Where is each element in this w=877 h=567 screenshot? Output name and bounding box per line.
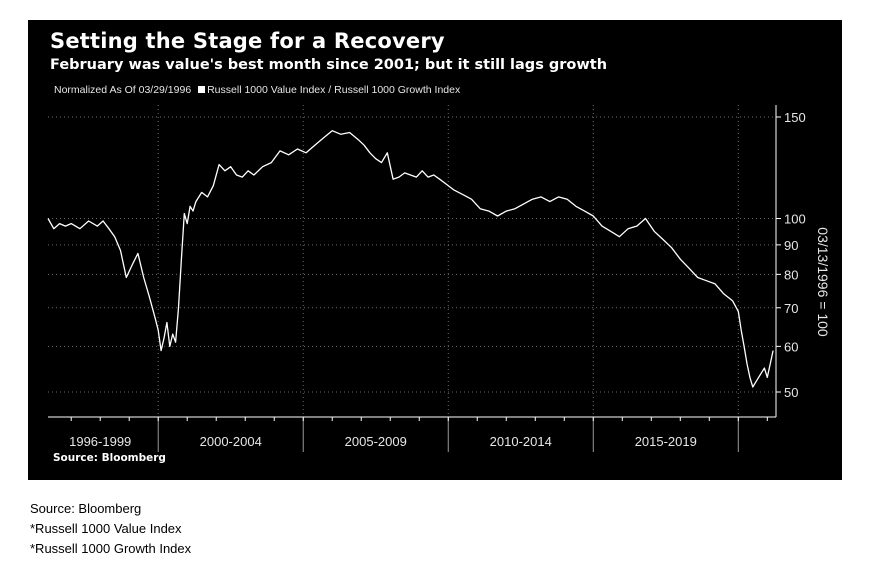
gridlines <box>48 116 776 393</box>
note-value-index: *Russell 1000 Value Index <box>30 521 182 536</box>
series-layer <box>47 130 774 388</box>
note-source: Source: Bloomberg <box>30 501 142 516</box>
y-tick-label-60: 60 <box>784 339 798 354</box>
x-period-label: 2010-2014 <box>490 434 552 449</box>
y-tick-label-80: 80 <box>784 267 798 282</box>
chart-panel: 150 100 90 80 70 60 50 1996-1999 2000-2004 2005-… <box>28 20 842 480</box>
x-period-label: 2000-2004 <box>200 434 262 449</box>
y-tick-label-50: 50 <box>784 385 798 400</box>
chart-plot: 150 100 90 80 70 60 50 1996-1999 2000-2004 2005-… <box>47 105 806 452</box>
chart-subtitle: February was value's best month since 20… <box>50 57 608 73</box>
y-tick-label-70: 70 <box>784 301 798 316</box>
note-growth-index: *Russell 1000 Growth Index <box>30 541 192 556</box>
legend: Normalized As Of 03/29/1996 Russell 1000… <box>54 84 460 96</box>
chart-source: Source: Bloomberg <box>53 452 166 464</box>
y-axis-title: 03/13/1996 = 100 <box>815 227 831 337</box>
period-dividers <box>157 105 739 452</box>
legend-swatch <box>198 86 206 93</box>
legend-series-name: Russell 1000 Value Index / Russell 1000 … <box>207 84 461 96</box>
y-tick-label-150: 150 <box>784 110 806 125</box>
y-tick-label-100: 100 <box>784 211 806 226</box>
y-ticks: 150 100 90 80 70 60 50 <box>776 110 806 400</box>
axes <box>48 105 777 418</box>
x-period-label: 1996-1999 <box>69 434 131 449</box>
x-period-label: 2015-2019 <box>635 434 697 449</box>
notes: Source: Bloomberg *Russell 1000 Value In… <box>30 499 191 559</box>
x-period-labels: 1996-1999 2000-2004 2005-2009 2010-2014 2015… <box>69 434 697 449</box>
y-tick-label-90: 90 <box>784 238 798 253</box>
chart-title: Setting the Stage for a Recovery <box>50 29 445 53</box>
x-minor-ticks <box>70 417 768 421</box>
series-line-value-growth-ratio <box>47 130 774 388</box>
legend-normalization-note: Normalized As Of 03/29/1996 <box>54 84 192 96</box>
x-period-label: 2005-2009 <box>345 434 407 449</box>
